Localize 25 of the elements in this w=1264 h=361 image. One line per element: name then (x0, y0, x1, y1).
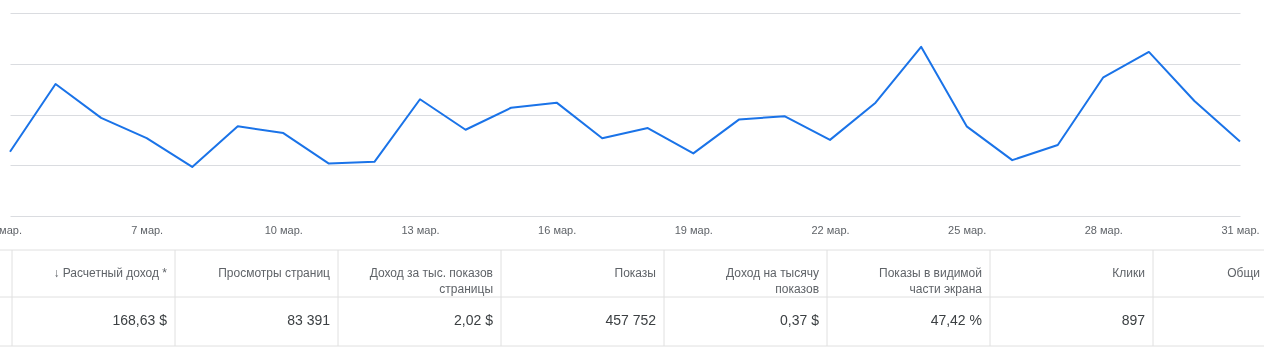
x-tick-label: 25 мар. (948, 223, 987, 236)
text: 0,37 $ (780, 312, 819, 328)
category-label: Показы в видимой части экрана (879, 266, 983, 296)
category-label: Клики (1112, 266, 1145, 280)
x-tick-label: мар. (0, 223, 22, 236)
text: 2,02 $ (454, 312, 493, 328)
x-tick-label: 10 мар. (264, 223, 303, 236)
x-tick-label: 28 мар. (1084, 223, 1123, 236)
category-label: Доход за тыс. показов страницы (369, 266, 493, 296)
category-label: ↓ Расчетный доход * (53, 266, 168, 280)
text: 47,42 % (930, 312, 982, 328)
text: 897 (1121, 312, 1145, 328)
text: 457 752 (605, 312, 656, 328)
text: 168,63 $ (112, 312, 167, 328)
x-tick-label: 13 мар. (401, 223, 440, 236)
category-label: Общи (1227, 266, 1260, 280)
category-label: Просмотры страниц (218, 266, 331, 280)
x-tick-label: 31 мар. (1221, 223, 1260, 236)
x-tick-label: 7 мар. (131, 223, 164, 236)
text: 83 391 (287, 312, 330, 328)
x-tick-label: 22 мар. (811, 223, 850, 236)
category-label: Доход на тысячу показов (726, 266, 819, 296)
x-tick-label: 16 мар. (538, 223, 577, 236)
category-label: Показы (614, 266, 656, 280)
x-tick-label: 19 мар. (674, 223, 713, 236)
